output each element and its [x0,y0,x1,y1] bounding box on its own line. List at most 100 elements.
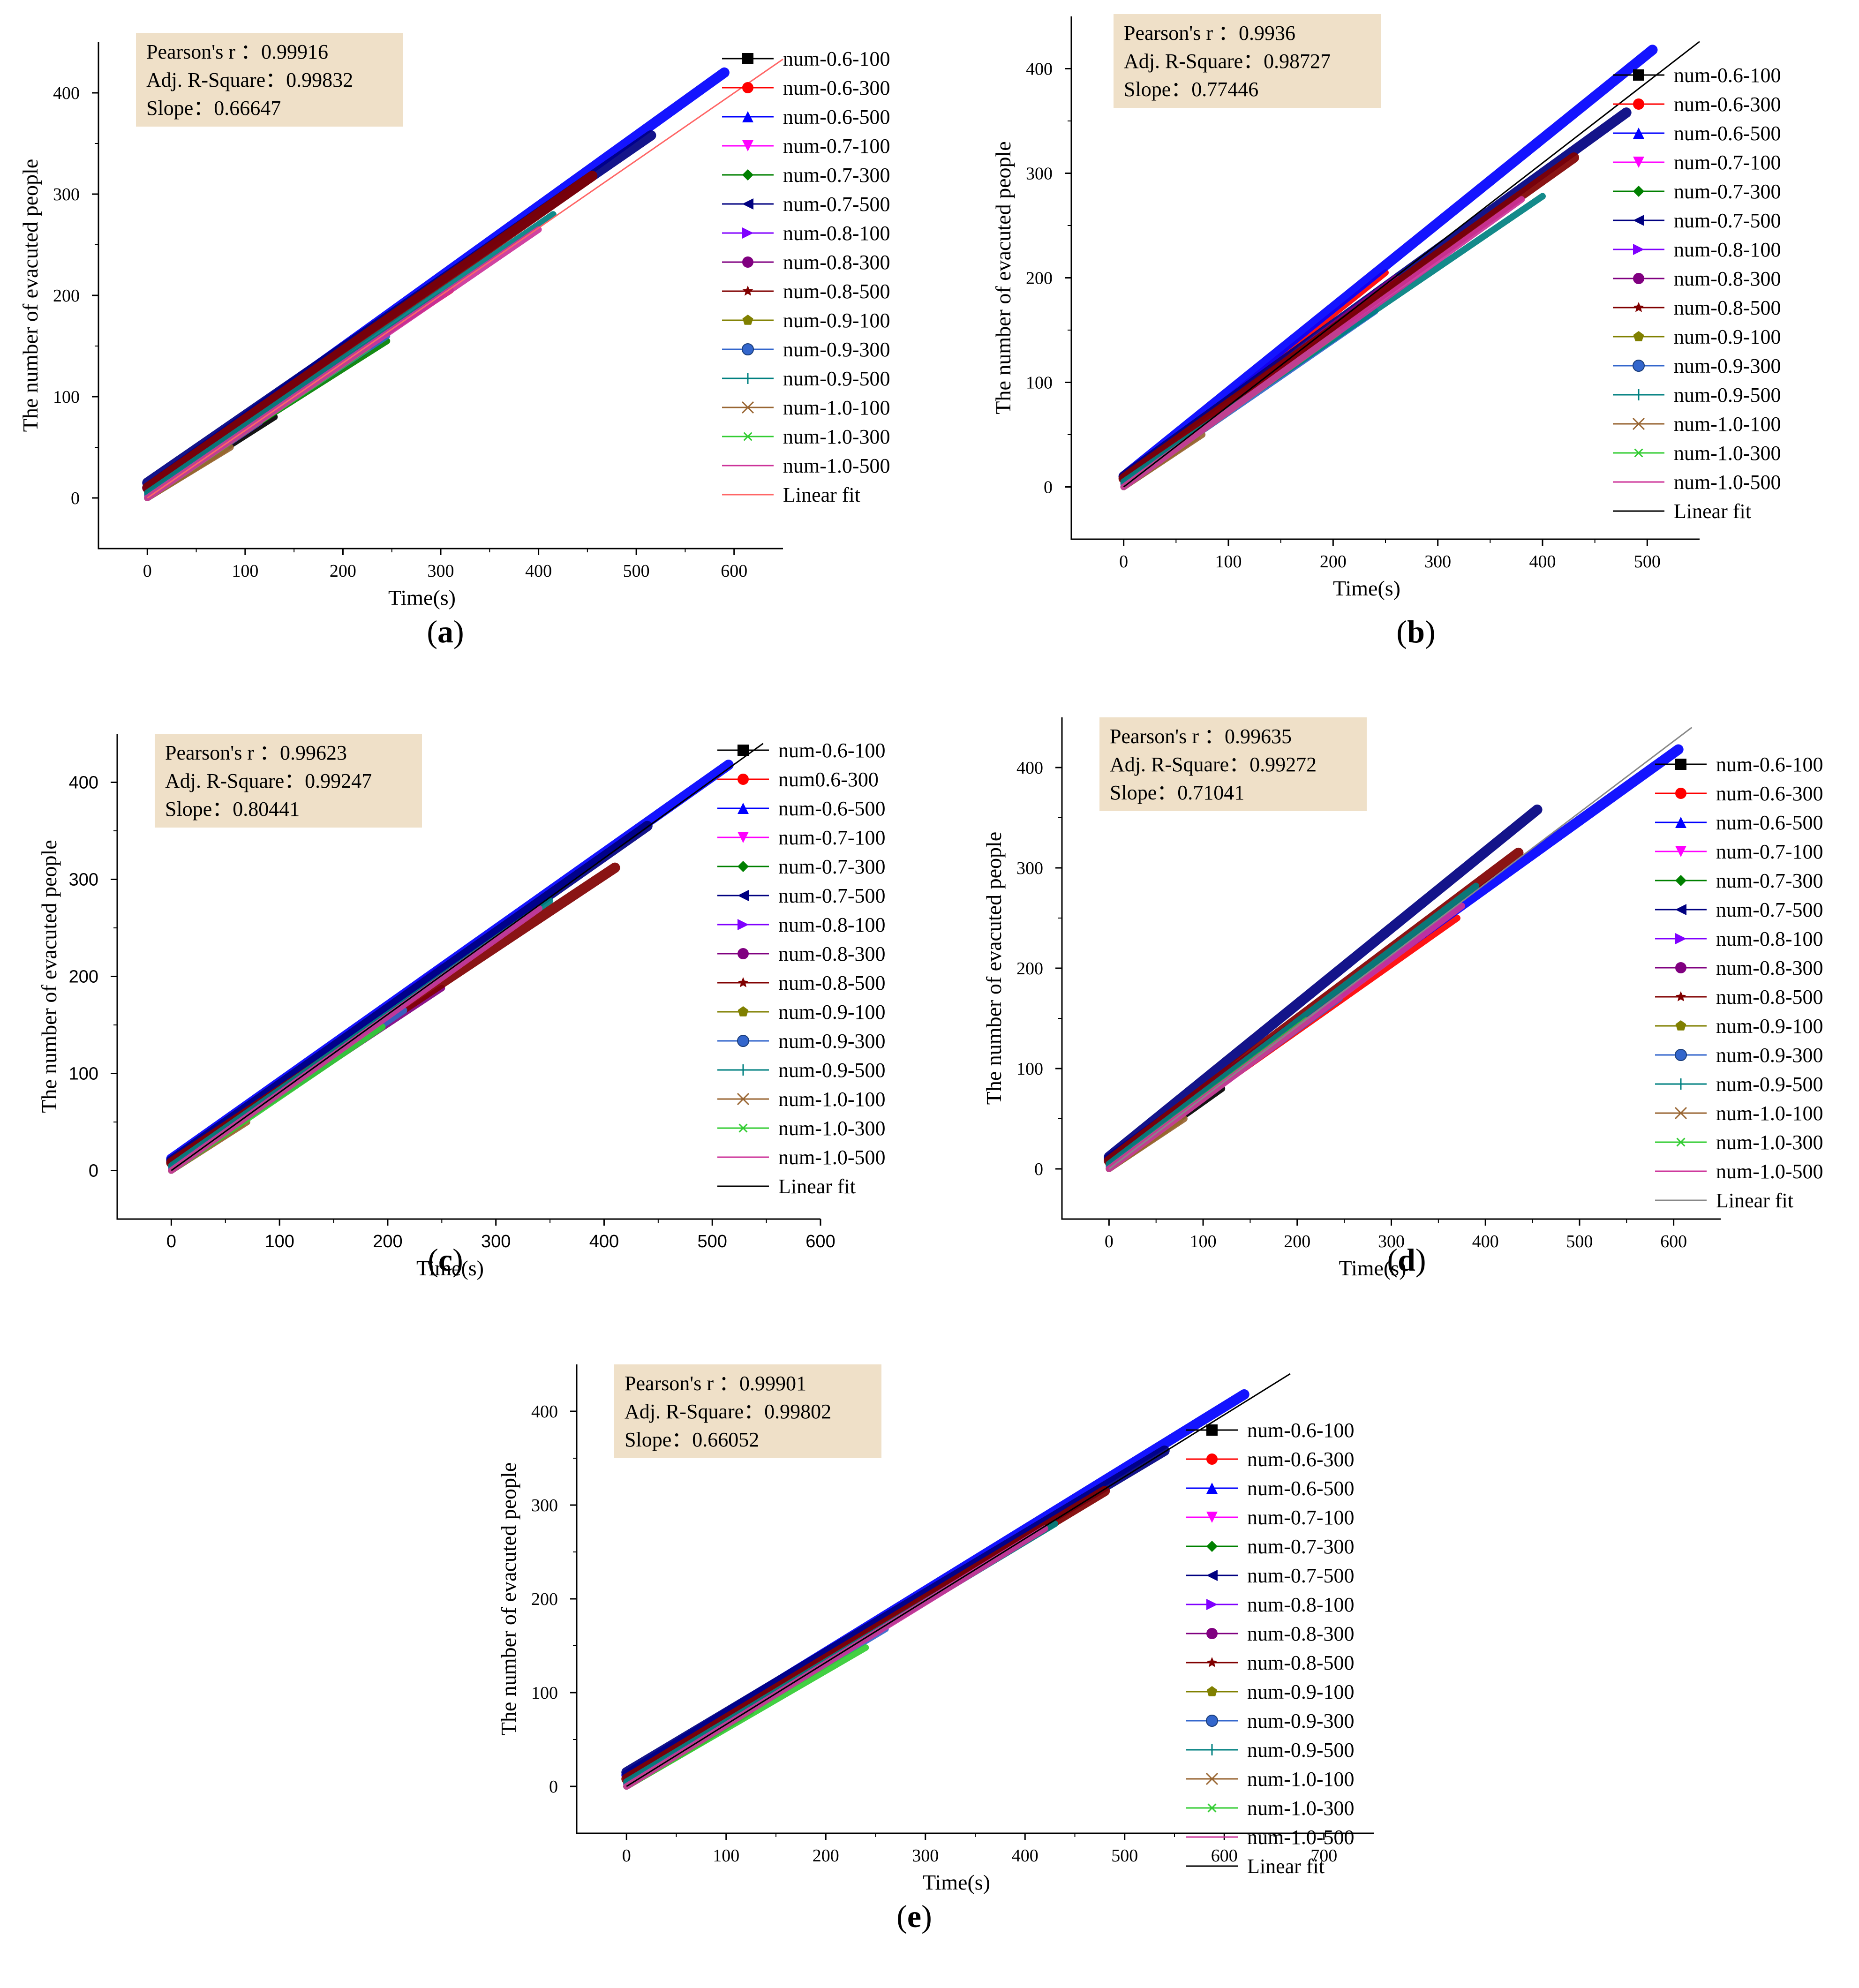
legend-marker-icon [737,1035,749,1047]
legend-marker-icon [738,1123,749,1133]
axes-frame [1061,717,1721,1220]
legend-marker-icon [738,890,749,901]
chart-panel-c: 0 100 200 300 400 500 600 0 100 200 300 400 Time(s) T… [0,703,919,1327]
y-tick-label: 0 [1044,478,1053,497]
legend-marker-icon [1633,360,1645,372]
x-tick-label: 500 [1634,552,1661,572]
legend-marker-icon [738,919,749,930]
slope-text: Slope：0.66052 [625,1428,759,1451]
chart-panel-b: 0 100 200 300 400 500 0 100 200 300 400 Time(s) The … [938,0,1857,694]
y-tick-label: 0 [1034,1160,1043,1179]
legend-label: num-0.8-500 [783,280,890,303]
y-tick-label: 0 [89,1161,98,1181]
legend-label: num-1.0-300 [778,1117,886,1140]
legend-label: num-1.0-100 [783,396,890,419]
legend-fit-label: Linear fit [1674,500,1751,523]
y-tick-label: 300 [1016,858,1043,878]
legend-label: num-0.9-100 [1247,1680,1355,1703]
legend-marker-icon [742,286,753,296]
legend-label: num-0.7-300 [1247,1535,1355,1558]
pearson-r-text: Pearson's r ：0.99635 [1110,725,1292,748]
y-tick-label: 200 [1016,959,1043,979]
y-axis-title: The number of evacuted people [497,1462,520,1735]
legend-marker-icon [1674,1107,1687,1120]
legend-marker-icon [1633,186,1644,197]
stats-box [1099,717,1367,811]
legend-label: num-0.9-100 [1674,325,1781,348]
legend-label: num-0.7-500 [1716,898,1823,921]
slope-text: Slope：0.80441 [165,798,300,821]
x-tick-label: 100 [232,561,258,581]
legend-marker-icon [1632,417,1645,430]
x-tick-label: 400 [589,1232,619,1251]
legend-label: num-0.6-500 [783,105,890,128]
chart-panel-a: 0 100 200 300 400 500 600 0 100 200 300 400 Time(s) T… [0,0,919,694]
x-tick-label: 200 [1320,552,1347,572]
x-tick-label: 500 [698,1232,727,1251]
x-tick-label: 200 [373,1232,402,1251]
x-tick-label: 100 [264,1232,294,1251]
x-tick-label: 200 [1284,1232,1310,1251]
legend-label: num-0.9-300 [1716,1044,1823,1067]
legend-marker-icon [742,343,754,355]
legend-label: num-0.8-100 [1247,1593,1355,1616]
legend-marker-icon [742,140,753,151]
stats-box [1114,14,1381,108]
legend-label: num-0.8-100 [1716,927,1823,950]
chart-svg-a: 0 100 200 300 400 500 600 0 100 200 300 400 Time(s) T… [18,33,890,649]
y-tick-label: 200 [53,286,80,306]
panel-caption: (c) [428,1242,463,1278]
legend-label: num-0.6-500 [1247,1477,1355,1500]
panel-caption: (b) [1396,614,1435,649]
x-tick-label: 600 [805,1232,835,1251]
x-axis-title: Time(s) [388,586,456,610]
legend-marker-icon [738,1006,749,1017]
y-axis-title: The number of evacuted people [18,159,42,432]
legend-label: num-0.7-500 [1247,1564,1355,1587]
legend-marker-icon [738,774,749,785]
legend-marker-icon [1206,1453,1218,1465]
legend-marker-icon [1206,1424,1218,1436]
legend-label: num-0.8-500 [1674,296,1781,319]
y-tick-label: 400 [53,83,80,103]
legend-label: num-0.9-300 [1247,1709,1355,1732]
legend-label: num-0.6-100 [1716,753,1823,776]
legend-marker-icon [1633,215,1644,226]
legend-marker-icon [1206,1686,1218,1696]
x-tick-label: 200 [813,1846,839,1866]
x-tick-label: 300 [1378,1232,1405,1251]
legend-label: num-0.8-300 [1247,1622,1355,1645]
slope-text: Slope：0.77446 [1124,78,1258,101]
legend-label: num-0.7-500 [783,193,890,216]
x-axis-title: Time(s) [416,1256,484,1280]
legend-marker-icon [1206,1512,1218,1523]
legend-marker-icon [1206,1541,1218,1552]
y-tick-label: 300 [53,185,80,204]
legend-marker-icon [1675,1078,1686,1090]
legend-fit-label: Linear fit [1716,1189,1793,1212]
legend-marker-icon [742,315,753,325]
legend-marker-icon [738,745,749,756]
linear-fit-line [1108,727,1693,1170]
slope-text: Slope：0.66647 [146,97,281,120]
legend-marker-icon [1633,331,1644,341]
legend-label: num-0.9-500 [783,367,890,390]
linear-fit-line [147,59,783,499]
legend-label: num-0.9-500 [1247,1739,1355,1762]
legend-label: num-0.8-500 [1716,986,1823,1009]
legend-label: num-0.7-300 [778,855,886,878]
legend-marker-icon [738,948,749,959]
adj-r-square-text: Adj. R-Square：0.99802 [625,1400,831,1423]
legend-marker-icon [1675,962,1686,973]
legend-marker-icon [1675,875,1686,886]
y-tick-label: 200 [1026,269,1053,288]
legend-marker-icon [742,53,753,64]
series-line-num-0.8-500 [142,171,598,493]
legend-marker-icon [1206,1803,1218,1813]
legend-marker-icon [1633,98,1644,110]
legend-fit-label: Linear fit [783,483,860,506]
legend-label: num-0.7-100 [1716,840,1823,863]
legend-label: num-0.8-100 [783,222,890,245]
legend-marker-icon [1206,1628,1218,1639]
legend-label: num-0.8-300 [1674,267,1781,290]
